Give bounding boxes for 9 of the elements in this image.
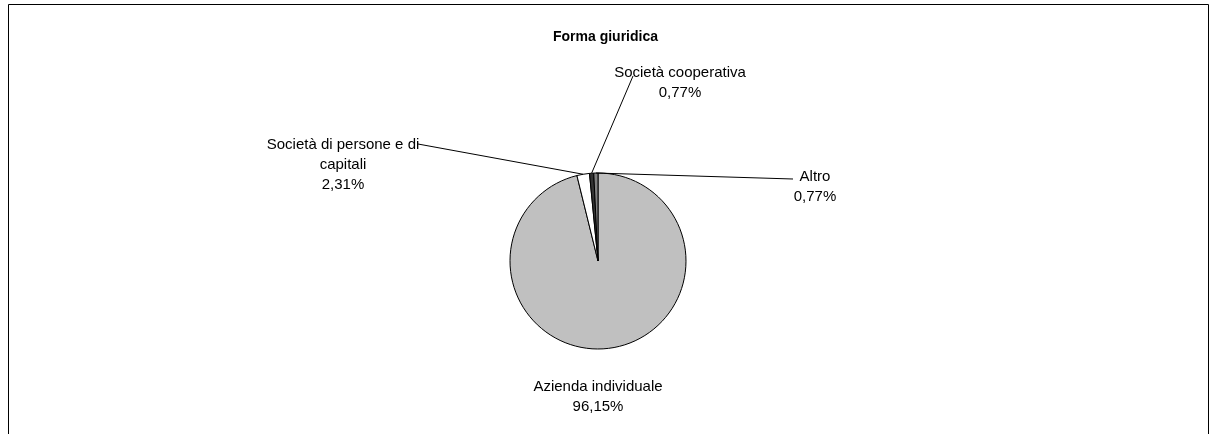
slice-label: Azienda individuale (533, 377, 663, 394)
slice-label: Altro (799, 167, 831, 184)
slice-label: Società cooperativa (614, 63, 747, 80)
data-label: 0,77% (658, 83, 702, 100)
data-label: 2,31% (321, 175, 365, 192)
chart-title: Forma giuridica (553, 28, 659, 44)
data-label: 0,77% (793, 187, 837, 204)
slice-label: Società di persone e di capitali (266, 135, 420, 172)
data-label: 96,15% (572, 397, 624, 414)
